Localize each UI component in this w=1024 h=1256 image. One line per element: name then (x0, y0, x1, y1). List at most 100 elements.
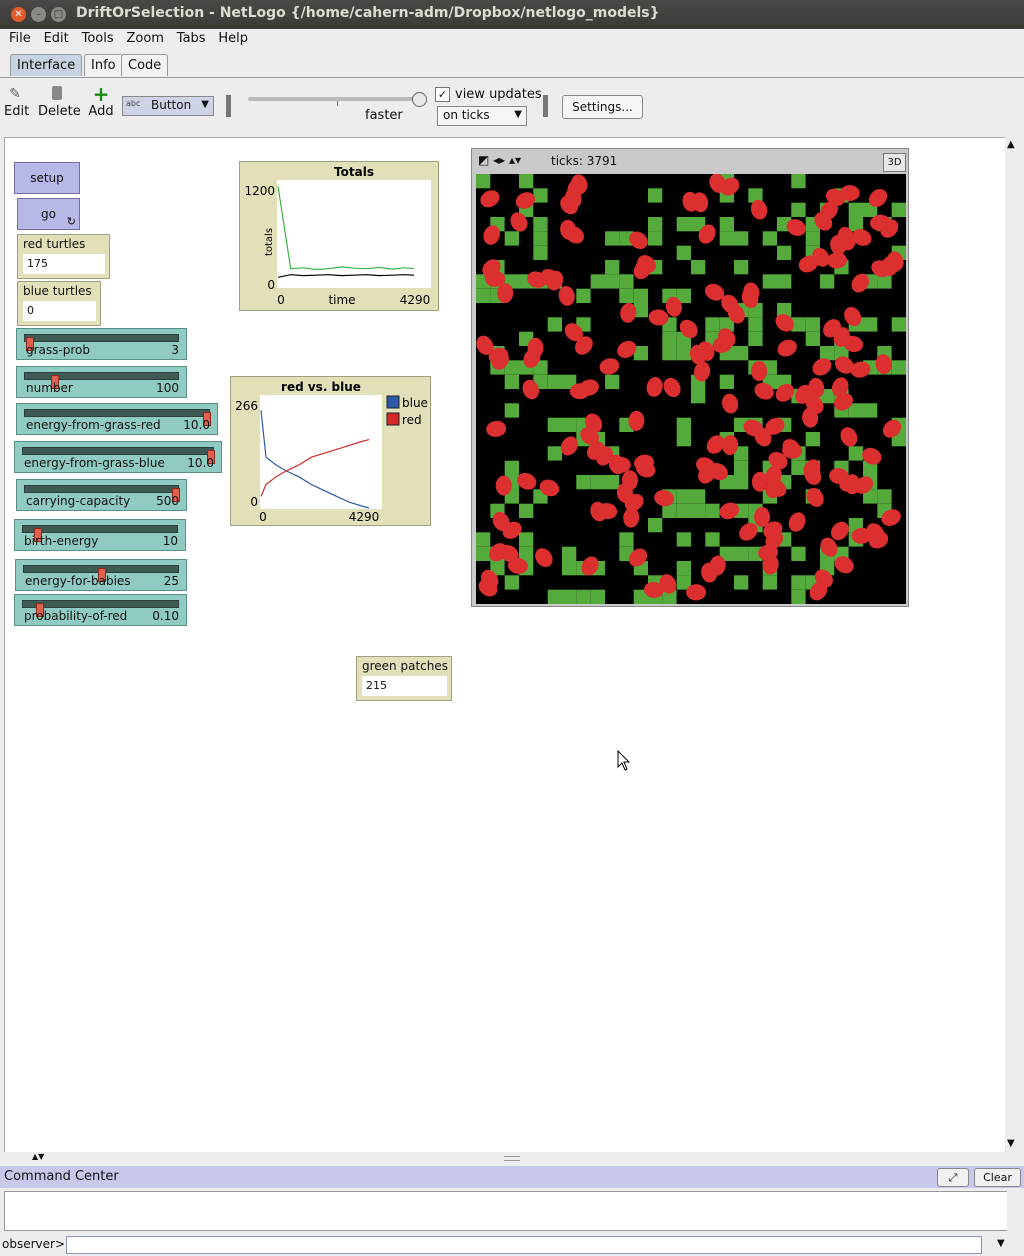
grass-patch (863, 317, 878, 332)
menu-zoom[interactable]: Zoom (126, 31, 164, 46)
slider-grass-prob[interactable]: grass-prob 3 (16, 328, 187, 360)
turtle-bug-icon (788, 512, 806, 532)
split-pane-divider[interactable]: ▲▼ (0, 1152, 1024, 1164)
add-tool[interactable]: + Add (88, 84, 114, 119)
menu-edit[interactable]: Edit (43, 31, 69, 46)
observer-prompt[interactable]: observer> (2, 1237, 65, 1251)
history-dropdown-icon[interactable]: ▼ (997, 1238, 1005, 1249)
turtle-bug-icon (880, 219, 899, 238)
maximize-window-icon[interactable]: □ (51, 7, 66, 22)
update-mode-dropdown[interactable]: on ticks ▼ (437, 106, 527, 126)
grass-patch (848, 202, 863, 217)
tab-code[interactable]: Code (121, 54, 169, 76)
blue-turtles-monitor[interactable]: blue turtles 0 (17, 281, 101, 326)
slider-number[interactable]: number 100 (16, 366, 187, 398)
settings-button[interactable]: Settings... (562, 95, 643, 119)
toolbar-separator (543, 95, 548, 117)
close-window-icon[interactable]: ✕ (11, 7, 26, 22)
grass-patch (848, 446, 863, 461)
slider-value: 25 (163, 574, 179, 588)
grass-patch (676, 532, 691, 547)
drag-handle-icon[interactable] (504, 1156, 520, 1161)
slider-knob[interactable] (172, 488, 180, 502)
turtle-bug-icon (866, 523, 885, 542)
slider-carrying-capacity[interactable]: carrying-capacity 500 (16, 479, 187, 511)
grass-patch (691, 489, 706, 504)
slider-knob[interactable] (26, 337, 34, 351)
grass-patch (719, 317, 734, 332)
grass-patch (547, 417, 562, 432)
world-view[interactable]: ◩ ◂▸ ▴▾ ticks: 3791 3D (471, 148, 909, 607)
menu-tools[interactable]: Tools (81, 31, 114, 46)
grass-patch (576, 288, 591, 303)
button-widget-icon: abc (126, 99, 141, 108)
turtle-bug-icon (478, 579, 498, 597)
turtle-bug-icon (840, 427, 858, 447)
turtle-bug-icon (629, 231, 648, 250)
grass-patch (762, 231, 777, 246)
go-button[interactable]: go ↻ (17, 198, 80, 230)
slider-knob[interactable] (51, 375, 59, 389)
slider-birth-energy[interactable]: birth-energy 10 (14, 519, 186, 551)
red-turtles-monitor[interactable]: red turtles 175 (17, 234, 110, 279)
workspace-scrollbar[interactable]: ▲ ▼ (1005, 137, 1019, 1151)
delete-tool[interactable]: Delete (38, 86, 81, 119)
turtle-bug-icon (560, 436, 579, 456)
slider-knob[interactable] (36, 603, 44, 617)
setup-button[interactable]: setup (14, 162, 80, 194)
tab-interface[interactable]: Interface (10, 54, 83, 76)
slider-name: energy-from-grass-blue (24, 456, 165, 470)
turtle-bug-icon (502, 521, 522, 539)
edit-tool[interactable]: ✎ Edit (4, 86, 29, 119)
tab-info[interactable]: Info (84, 54, 123, 76)
command-center-output[interactable] (4, 1191, 1008, 1231)
slider-knob[interactable] (98, 568, 106, 582)
grass-patch (748, 317, 763, 332)
grass-patch (476, 174, 491, 189)
plot-title: red vs. blue (281, 380, 361, 394)
green-patches-monitor[interactable]: green patches 215 (356, 656, 452, 701)
turtle-bug-icon (804, 465, 822, 485)
turtle-bug-icon (798, 255, 819, 273)
minimize-window-icon[interactable]: – (31, 7, 46, 22)
slider-name: energy-for-babies (25, 574, 131, 588)
slider-knob[interactable] (207, 450, 215, 464)
slider-track (22, 600, 179, 617)
window-title: DriftOrSelection - NetLogo {/home/cahern… (76, 5, 660, 21)
clear-button[interactable]: Clear (974, 1168, 1021, 1187)
scroll-down-icon[interactable]: ▼ (1007, 1138, 1015, 1149)
menu-file[interactable]: File (9, 31, 31, 46)
grass-patch (805, 231, 820, 246)
widget-type-dropdown[interactable]: abc Button ▼ (122, 96, 214, 116)
grass-patch (504, 231, 519, 246)
slider-energy-for-babies[interactable]: energy-for-babies 25 (15, 559, 187, 591)
grass-patch (676, 417, 691, 432)
turtle-bug-icon (485, 270, 506, 287)
turtle-bug-icon (808, 377, 825, 398)
menu-tabs[interactable]: Tabs (176, 31, 206, 46)
collapse-arrows-icon[interactable]: ▲▼ (32, 1152, 45, 1161)
grass-patch (648, 188, 663, 203)
command-input[interactable] (66, 1236, 982, 1254)
grass-patch (590, 475, 605, 490)
totals-plot[interactable]: Totals 1200 0 0 4290 time totals (239, 161, 439, 311)
grass-patch (791, 317, 806, 332)
slider-energy-from-grass-blue[interactable]: energy-from-grass-blue 10.0 (14, 441, 222, 473)
speed-slider[interactable] (248, 92, 427, 107)
expand-icon[interactable]: ⤢ (937, 1168, 969, 1187)
menu-help[interactable]: Help (218, 31, 249, 46)
speed-slider-knob[interactable] (412, 92, 427, 107)
grass-patch (562, 589, 577, 604)
scroll-up-icon[interactable]: ▲ (1007, 139, 1015, 150)
slider-probability-of-red[interactable]: probability-of-red 0.10 (14, 594, 187, 626)
output-scrollbar[interactable] (1007, 1191, 1020, 1231)
view-updates-checkbox[interactable]: ✓ (435, 87, 450, 102)
red-vs-blue-plot[interactable]: red vs. blue 266 0 0 4290 blue red (230, 376, 431, 526)
slider-name: energy-from-grass-red (26, 418, 161, 432)
legend-label: red (402, 413, 422, 427)
slider-energy-from-grass-red[interactable]: energy-from-grass-red 10.0 (16, 403, 218, 435)
turtle-bug-icon (754, 507, 770, 527)
slider-knob[interactable] (203, 412, 211, 426)
view-3d-button[interactable]: 3D (883, 153, 906, 172)
slider-knob[interactable] (34, 528, 42, 542)
